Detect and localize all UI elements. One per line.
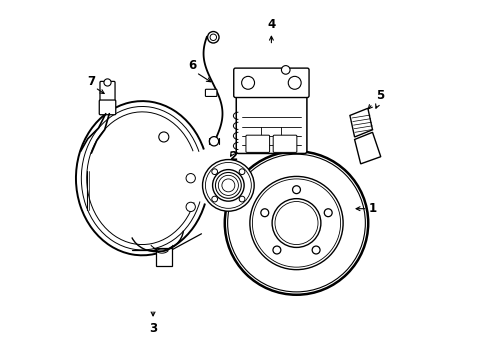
Circle shape bbox=[159, 132, 168, 142]
Circle shape bbox=[281, 66, 289, 74]
Circle shape bbox=[249, 176, 343, 270]
Circle shape bbox=[212, 170, 244, 201]
Circle shape bbox=[210, 34, 216, 41]
FancyBboxPatch shape bbox=[100, 81, 115, 102]
FancyBboxPatch shape bbox=[99, 100, 116, 115]
Polygon shape bbox=[354, 132, 380, 164]
Circle shape bbox=[211, 169, 217, 175]
Circle shape bbox=[311, 246, 319, 254]
Circle shape bbox=[272, 246, 280, 254]
FancyBboxPatch shape bbox=[273, 135, 296, 152]
Circle shape bbox=[260, 209, 268, 217]
Text: 7: 7 bbox=[87, 75, 95, 88]
Text: 3: 3 bbox=[149, 322, 157, 335]
Text: 4: 4 bbox=[267, 18, 275, 31]
Circle shape bbox=[324, 209, 331, 217]
Circle shape bbox=[185, 174, 195, 183]
Circle shape bbox=[287, 76, 301, 89]
FancyBboxPatch shape bbox=[236, 94, 306, 153]
Circle shape bbox=[209, 136, 218, 146]
Polygon shape bbox=[156, 248, 171, 266]
Circle shape bbox=[185, 202, 195, 212]
Circle shape bbox=[271, 199, 320, 247]
Circle shape bbox=[202, 159, 254, 211]
FancyBboxPatch shape bbox=[205, 89, 217, 96]
Text: 5: 5 bbox=[375, 89, 384, 102]
Circle shape bbox=[224, 151, 367, 295]
Circle shape bbox=[292, 186, 300, 194]
Text: 6: 6 bbox=[188, 59, 196, 72]
FancyBboxPatch shape bbox=[245, 135, 269, 152]
Circle shape bbox=[207, 32, 219, 43]
FancyBboxPatch shape bbox=[233, 68, 308, 98]
Text: 2: 2 bbox=[228, 150, 237, 163]
Text: 1: 1 bbox=[368, 202, 376, 215]
Circle shape bbox=[104, 79, 111, 86]
Circle shape bbox=[241, 76, 254, 89]
Polygon shape bbox=[349, 108, 372, 137]
Circle shape bbox=[239, 196, 244, 202]
Circle shape bbox=[239, 169, 244, 175]
Circle shape bbox=[211, 196, 217, 202]
